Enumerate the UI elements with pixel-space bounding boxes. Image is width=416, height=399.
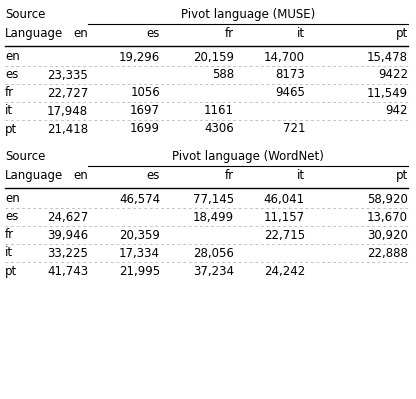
Text: en: en [5, 51, 20, 63]
Text: 8173: 8173 [275, 69, 305, 81]
Text: 33,225: 33,225 [47, 247, 88, 259]
Text: fr: fr [225, 169, 234, 182]
Text: it: it [297, 169, 305, 182]
Text: 19,296: 19,296 [119, 51, 160, 63]
Text: 41,743: 41,743 [47, 265, 88, 277]
Text: 23,335: 23,335 [47, 69, 88, 81]
Text: pt: pt [5, 122, 17, 136]
Text: 9422: 9422 [378, 69, 408, 81]
Text: 28,056: 28,056 [193, 247, 234, 259]
Text: en: en [73, 27, 88, 40]
Text: 22,715: 22,715 [264, 229, 305, 241]
Text: 15,478: 15,478 [367, 51, 408, 63]
Text: 58,920: 58,920 [367, 192, 408, 205]
Text: 22,888: 22,888 [367, 247, 408, 259]
Text: 9465: 9465 [275, 87, 305, 99]
Text: fr: fr [5, 229, 14, 241]
Text: it: it [297, 27, 305, 40]
Text: 14,700: 14,700 [264, 51, 305, 63]
Text: 46,041: 46,041 [264, 192, 305, 205]
Text: pt: pt [396, 169, 408, 182]
Text: Pivot language (MUSE): Pivot language (MUSE) [181, 8, 315, 21]
Text: 20,359: 20,359 [119, 229, 160, 241]
Text: es: es [5, 211, 18, 223]
Text: 77,145: 77,145 [193, 192, 234, 205]
Text: fr: fr [5, 87, 14, 99]
Text: 22,727: 22,727 [47, 87, 88, 99]
Text: 13,670: 13,670 [367, 211, 408, 223]
Text: Pivot language (WordNet): Pivot language (WordNet) [172, 150, 324, 163]
Text: 18,499: 18,499 [193, 211, 234, 223]
Text: 24,242: 24,242 [264, 265, 305, 277]
Text: pt: pt [396, 27, 408, 40]
Text: it: it [5, 247, 13, 259]
Text: fr: fr [225, 27, 234, 40]
Text: 46,574: 46,574 [119, 192, 160, 205]
Text: 24,627: 24,627 [47, 211, 88, 223]
Text: es: es [146, 169, 160, 182]
Text: 21,418: 21,418 [47, 122, 88, 136]
Text: 1056: 1056 [130, 87, 160, 99]
Text: 1699: 1699 [130, 122, 160, 136]
Text: Source: Source [5, 150, 45, 163]
Text: 20,159: 20,159 [193, 51, 234, 63]
Text: 17,948: 17,948 [47, 105, 88, 117]
Text: pt: pt [5, 265, 17, 277]
Text: 588: 588 [212, 69, 234, 81]
Text: it: it [5, 105, 13, 117]
Text: 11,157: 11,157 [264, 211, 305, 223]
Text: Language: Language [5, 27, 63, 40]
Text: es: es [146, 27, 160, 40]
Text: 30,920: 30,920 [367, 229, 408, 241]
Text: 1161: 1161 [204, 105, 234, 117]
Text: 11,549: 11,549 [367, 87, 408, 99]
Text: Language: Language [5, 169, 63, 182]
Text: 39,946: 39,946 [47, 229, 88, 241]
Text: 37,234: 37,234 [193, 265, 234, 277]
Text: 942: 942 [386, 105, 408, 117]
Text: 1697: 1697 [130, 105, 160, 117]
Text: en: en [73, 169, 88, 182]
Text: 17,334: 17,334 [119, 247, 160, 259]
Text: 721: 721 [282, 122, 305, 136]
Text: es: es [5, 69, 18, 81]
Text: 4306: 4306 [204, 122, 234, 136]
Text: 21,995: 21,995 [119, 265, 160, 277]
Text: en: en [5, 192, 20, 205]
Text: Source: Source [5, 8, 45, 21]
